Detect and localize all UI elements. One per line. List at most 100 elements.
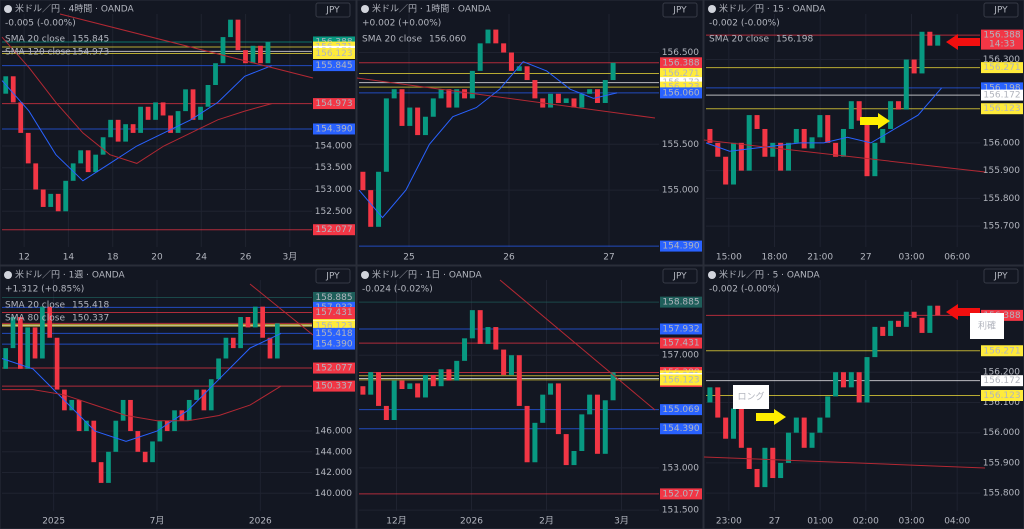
candle xyxy=(368,372,374,395)
candle xyxy=(78,150,84,164)
candle xyxy=(216,358,221,380)
currency-label[interactable]: JPY xyxy=(325,272,340,282)
candle xyxy=(501,43,507,53)
candle xyxy=(160,102,166,116)
price-tag-label: 156.271 xyxy=(983,346,1020,356)
candle xyxy=(770,447,776,479)
y-tick-label: 146.000 xyxy=(315,427,352,437)
candle xyxy=(738,142,744,171)
currency-box[interactable] xyxy=(315,268,351,284)
candle xyxy=(399,89,405,126)
candle xyxy=(145,106,151,120)
x-tick-label: 18:00 xyxy=(762,253,788,263)
currency-box[interactable] xyxy=(662,268,698,284)
price-tag-label: 152.077 xyxy=(662,489,699,499)
y-tick-label: 155.700 xyxy=(983,222,1020,232)
trend-line xyxy=(59,13,314,79)
x-tick-label: 21:00 xyxy=(807,253,833,263)
price-tag-label: 158.885 xyxy=(662,298,699,308)
currency-box[interactable] xyxy=(315,2,351,18)
y-tick-label: 144.000 xyxy=(315,447,352,457)
candle xyxy=(415,383,421,398)
candle xyxy=(532,80,538,99)
candle xyxy=(128,399,133,432)
candle xyxy=(33,163,39,190)
price-tag xyxy=(660,337,702,349)
sma-line xyxy=(1,65,272,182)
x-tick-label: 20 xyxy=(151,253,163,263)
chart-panel: 154.000 153.500 153.000 152.500 12 14 18 20 24 26… xyxy=(0,0,357,266)
candle xyxy=(801,417,807,448)
currency-label[interactable]: JPY xyxy=(672,6,687,16)
x-tick-label: 18 xyxy=(107,253,119,263)
candle xyxy=(383,98,389,172)
price-tag-label: 155.418 xyxy=(315,329,352,339)
candle xyxy=(407,383,413,390)
candle xyxy=(602,400,608,454)
candle xyxy=(548,383,554,395)
currency-label[interactable]: JPY xyxy=(993,6,1008,16)
candle xyxy=(106,451,111,483)
candle xyxy=(368,190,374,227)
price-tag-label: 156.198 xyxy=(983,83,1020,93)
candle xyxy=(85,150,91,173)
price-tag-label: 156.123 xyxy=(983,391,1020,401)
currency-label[interactable]: JPY xyxy=(325,6,340,16)
price-tag-countdown: 14:33 xyxy=(989,40,1015,50)
candle xyxy=(258,45,263,64)
currency-box[interactable] xyxy=(662,2,698,18)
price-tag xyxy=(313,98,355,110)
trend-line xyxy=(356,77,656,119)
x-tick-label: 15:00 xyxy=(716,253,742,263)
price-tag-label: 156.123 xyxy=(662,375,699,385)
candle xyxy=(462,338,468,361)
candle xyxy=(18,317,23,369)
candle xyxy=(864,357,870,403)
candle xyxy=(157,420,163,442)
candle xyxy=(540,394,546,423)
candle xyxy=(485,29,491,44)
x-tick-label: 02:00 xyxy=(853,517,879,527)
price-tag-label: 156.123 xyxy=(983,104,1020,114)
candle xyxy=(25,327,31,369)
candle xyxy=(108,119,114,138)
currency-box[interactable] xyxy=(983,268,1019,284)
candle xyxy=(555,383,561,435)
price-change: -0.005 (-0.00%) xyxy=(5,19,76,29)
sma-line xyxy=(1,332,282,442)
x-tick-label: 3月 xyxy=(282,252,297,263)
price-tag-label: 154.390 xyxy=(662,424,699,434)
candle xyxy=(825,115,831,143)
candle xyxy=(778,142,784,171)
arrow xyxy=(946,34,980,50)
indicator-name: SMA 20 close xyxy=(5,35,65,45)
price-tag xyxy=(313,327,355,339)
price-tag xyxy=(660,296,702,308)
price-tag-label: 154.390 xyxy=(315,124,352,134)
candle xyxy=(840,128,846,157)
candle xyxy=(493,327,499,350)
y-tick-label: 156.300 xyxy=(983,55,1020,65)
candle xyxy=(778,462,784,479)
candle xyxy=(245,317,251,328)
symbol-icon xyxy=(361,5,369,13)
currency-box[interactable] xyxy=(983,2,1019,18)
currency-label[interactable]: JPY xyxy=(672,272,687,282)
currency-label[interactable]: JPY xyxy=(993,272,1008,282)
candle xyxy=(477,310,483,344)
price-tag-label: 154.390 xyxy=(315,340,352,350)
price-tag xyxy=(660,323,702,335)
x-tick-label: 2月 xyxy=(539,516,554,527)
candle xyxy=(391,380,397,421)
candle xyxy=(93,154,99,173)
indicator-name: SMA 120 close xyxy=(5,48,71,58)
x-tick-label: 06:00 xyxy=(944,253,970,263)
price-tag xyxy=(981,29,1023,50)
indicator-value: 156.198 xyxy=(776,35,813,45)
price-change: +0.002 (+0.00%) xyxy=(362,19,441,29)
x-tick-label: 26 xyxy=(240,253,252,263)
indicator-value: 150.337 xyxy=(72,314,109,324)
x-tick-label: 7月 xyxy=(150,516,165,527)
price-tag xyxy=(660,488,702,500)
